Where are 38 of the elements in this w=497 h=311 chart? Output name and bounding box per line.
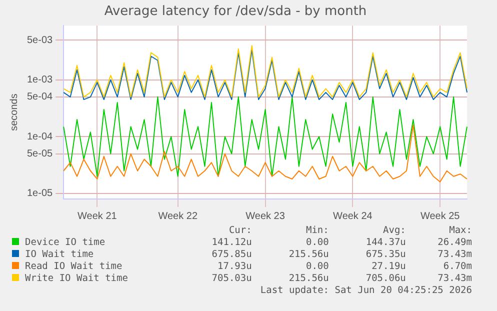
- x-tick-label: Week 24: [333, 210, 373, 222]
- text: Avg:: [382, 225, 406, 237]
- text: 215.56u: [288, 273, 329, 285]
- text: 26.49m: [436, 237, 472, 249]
- x-tick-label: Week 23: [246, 210, 286, 222]
- text: 0.00: [304, 237, 329, 249]
- legend-label: IO Wait time: [24, 249, 95, 261]
- text: Max:: [448, 225, 472, 237]
- y-tick-label: 1e-05: [27, 188, 54, 200]
- legend-label: Write IO Wait time: [24, 273, 129, 285]
- y-tick-label: 5e-04: [27, 92, 54, 103]
- x-tick-label: Week 21: [78, 210, 118, 222]
- legend-label: Read IO Wait time: [24, 261, 124, 273]
- y-tick-label: 5e-03: [27, 34, 54, 46]
- text: 215.56u: [288, 249, 329, 261]
- text: 705.03u: [210, 273, 252, 285]
- text: 73.43m: [436, 273, 472, 285]
- text: 675.35u: [364, 249, 406, 261]
- text: 141.12u: [210, 237, 252, 249]
- y-tick-label: 1e-04: [27, 131, 54, 142]
- x-tick-label: Week 22: [158, 210, 198, 222]
- y-tick-label: 1e-03: [27, 74, 54, 86]
- text: 705.06u: [364, 273, 406, 285]
- y-axis-title: seconds: [8, 94, 20, 131]
- text: Cur:: [228, 225, 252, 237]
- text: Last update: Sat Jun 20 04:25:25 2026: [259, 285, 472, 297]
- text: 6.70m: [442, 261, 472, 273]
- text: Min:: [304, 225, 329, 237]
- y-tick-label: 5e-05: [27, 148, 54, 160]
- text: 144.37u: [364, 237, 406, 249]
- chart-title: Average latency for /dev/sda - by month: [104, 4, 367, 20]
- text: 0.00: [304, 261, 329, 273]
- text: 675.85u: [210, 249, 252, 261]
- text: 17.93u: [216, 261, 252, 273]
- legend-label: Device IO time: [24, 237, 106, 249]
- x-tick-label: Week 25: [420, 210, 460, 222]
- text: 73.43m: [436, 249, 472, 261]
- text: 27.19u: [370, 261, 406, 273]
